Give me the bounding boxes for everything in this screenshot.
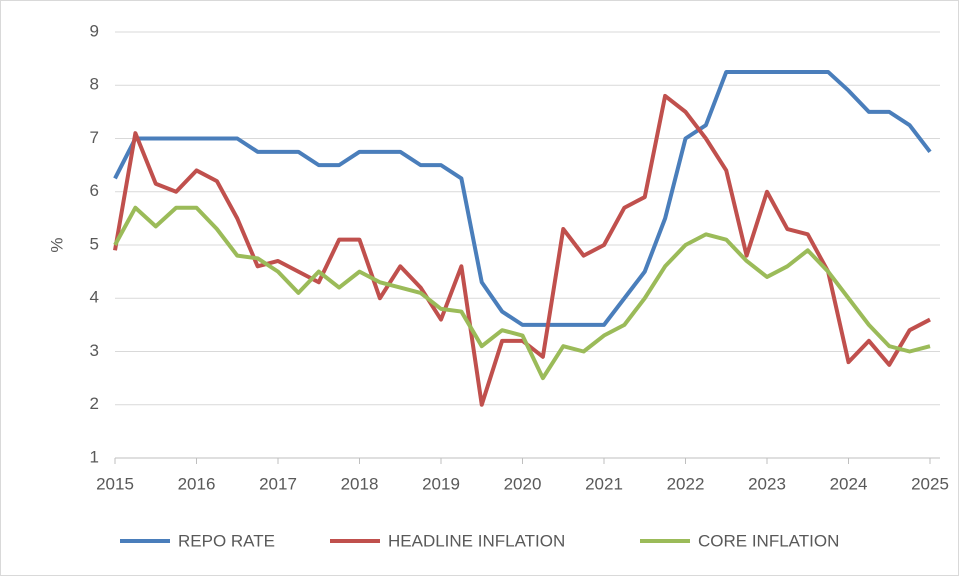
x-tick-label: 2024 xyxy=(830,474,868,493)
x-tick-label: 2025 xyxy=(911,474,949,493)
series-line xyxy=(113,93,931,407)
x-tick-label: 2021 xyxy=(585,474,623,493)
y-tick-label: 8 xyxy=(90,75,99,94)
y-axis-label: % xyxy=(47,237,66,252)
legend-label: CORE INFLATION xyxy=(698,531,839,550)
series-line xyxy=(113,69,932,327)
y-tick-label: 9 xyxy=(90,21,99,40)
legend-label: REPO RATE xyxy=(178,531,275,550)
y-tick-label: 5 xyxy=(90,234,99,253)
x-tick-label: 2015 xyxy=(96,474,134,493)
x-tick-label: 2023 xyxy=(748,474,786,493)
y-tick-label: 1 xyxy=(90,447,99,466)
x-tick-label: 2020 xyxy=(504,474,542,493)
y-tick-label: 3 xyxy=(90,341,99,360)
legend-label: HEADLINE INFLATION xyxy=(388,531,565,550)
x-tick-label: 2017 xyxy=(259,474,297,493)
x-tick-label: 2019 xyxy=(422,474,460,493)
y-tick-label: 2 xyxy=(90,394,99,413)
y-tick-label: 6 xyxy=(90,181,99,200)
y-tick-label: 7 xyxy=(90,128,99,147)
x-tick-label: 2022 xyxy=(667,474,705,493)
series-line xyxy=(113,205,931,381)
x-tick-label: 2016 xyxy=(178,474,216,493)
y-tick-label: 4 xyxy=(90,288,99,307)
x-tick-label: 2018 xyxy=(341,474,379,493)
